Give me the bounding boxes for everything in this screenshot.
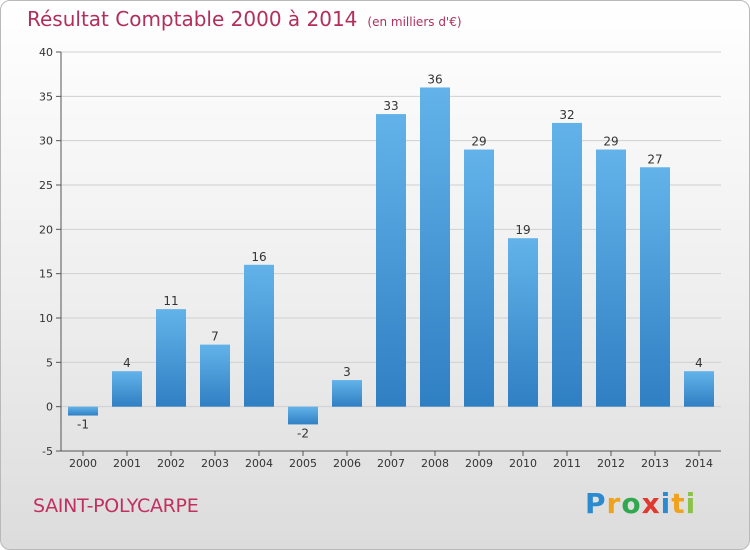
bar: [156, 309, 186, 407]
y-tick-label: 10: [39, 312, 53, 325]
bar: [508, 238, 538, 407]
data-label: 4: [695, 356, 703, 370]
y-tick-label: 35: [39, 90, 53, 103]
data-label: 11: [163, 294, 178, 308]
bar: [376, 114, 406, 407]
bar: [112, 371, 142, 407]
title-row: Résultat Comptable 2000 à 2014 (en millie…: [27, 7, 462, 31]
chart-unit: (en milliers d'€): [367, 15, 462, 29]
logo-letter: x: [641, 487, 661, 520]
bar-layer: [68, 87, 714, 425]
x-tick-label: 2004: [245, 457, 273, 470]
x-tick-label: 2005: [289, 457, 317, 470]
x-tick-label: 2007: [377, 457, 405, 470]
x-tick-label: 2002: [157, 457, 185, 470]
x-tick-label: 2009: [465, 457, 493, 470]
x-tick-label: 2006: [333, 457, 361, 470]
y-tick-label: 15: [39, 268, 53, 281]
bar: [332, 380, 362, 407]
data-label: 19: [515, 223, 530, 237]
x-tick-label: 2000: [69, 457, 97, 470]
bar: [420, 87, 450, 407]
x-tick-label: 2013: [641, 457, 669, 470]
y-tick-label: -5: [42, 445, 53, 458]
proxiti-logo[interactable]: Proxiti: [585, 487, 696, 520]
x-tick-label: 2010: [509, 457, 537, 470]
x-tick-label: 2011: [553, 457, 581, 470]
logo-letter: i: [685, 487, 697, 520]
data-label: 32: [559, 108, 574, 122]
data-label: 29: [471, 135, 486, 149]
bar: [552, 122, 582, 407]
data-label: 3: [343, 365, 351, 379]
logo-letter: o: [621, 487, 642, 520]
logo-letter: P: [585, 487, 607, 520]
y-tick-label: 40: [39, 46, 53, 59]
logo-letter: r: [606, 487, 622, 520]
data-label: 33: [383, 99, 398, 113]
data-label: -1: [77, 418, 89, 432]
bar: [244, 264, 274, 407]
bar: [464, 149, 494, 407]
x-tick-label: 2003: [201, 457, 229, 470]
y-tick-label: 0: [46, 401, 53, 414]
data-label: -2: [297, 426, 309, 440]
chart-title: Résultat Comptable 2000 à 2014: [27, 7, 358, 31]
commune-name: SAINT-POLYCARPE: [33, 495, 199, 517]
bar: [684, 371, 714, 407]
label-layer: -5 0 5 10 15 20 25 30 35 40 2000 -1 2001 4 2002 11 2003 7…: [39, 46, 713, 470]
logo-letter: i: [660, 487, 672, 520]
logo-letter: t: [671, 487, 686, 520]
bar: [200, 344, 230, 407]
data-label: 16: [251, 250, 266, 264]
bar: [68, 406, 98, 416]
data-label: 29: [603, 135, 618, 149]
data-label: 7: [211, 330, 219, 344]
y-tick-label: 30: [39, 135, 53, 148]
x-tick-label: 2008: [421, 457, 449, 470]
bar: [288, 406, 318, 425]
x-tick-label: 2014: [685, 457, 713, 470]
data-label: 36: [427, 72, 442, 86]
bar: [640, 167, 670, 407]
data-label: 27: [647, 152, 662, 166]
y-tick-label: 25: [39, 179, 53, 192]
data-label: 4: [123, 356, 131, 370]
x-tick-label: 2001: [113, 457, 141, 470]
x-tick-label: 2012: [597, 457, 625, 470]
y-tick-label: 5: [46, 356, 53, 369]
bar: [596, 149, 626, 407]
axis-layer: [56, 51, 721, 456]
y-tick-label: 20: [39, 223, 53, 236]
